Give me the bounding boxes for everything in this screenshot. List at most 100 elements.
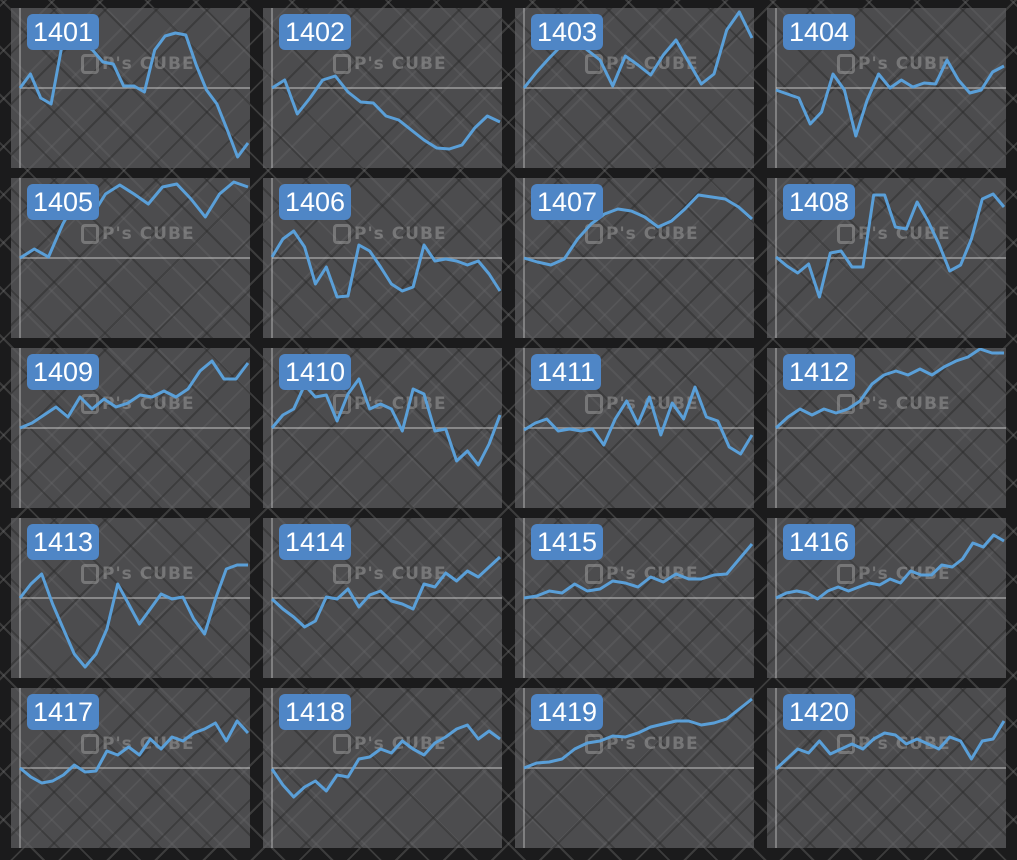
watermark-text: P's CUBE [102, 54, 195, 74]
machine-number-badge[interactable]: 1416 [783, 524, 856, 560]
line-chart [18, 518, 250, 678]
cube-logo-icon [333, 224, 351, 244]
line-chart [271, 8, 502, 168]
line-chart [270, 688, 502, 848]
machine-number-badge[interactable]: 1413 [27, 524, 100, 560]
machine-chart-1420[interactable]: P's CUBE 1420 [767, 688, 1006, 848]
watermark-logo: P's CUBE [585, 224, 699, 244]
watermark-text: P's CUBE [102, 224, 195, 244]
watermark-text: P's CUBE [354, 224, 447, 244]
cube-logo-icon [81, 224, 99, 244]
watermark-logo: P's CUBE [837, 224, 951, 244]
watermark-text: P's CUBE [858, 564, 951, 584]
machine-number-badge[interactable]: 1411 [531, 354, 602, 390]
watermark-text: P's CUBE [354, 54, 447, 74]
watermark-logo: P's CUBE [585, 564, 699, 584]
line-chart [19, 688, 250, 848]
watermark-text: P's CUBE [354, 394, 447, 414]
machine-number-badge[interactable]: 1405 [27, 184, 100, 220]
machine-chart-1409[interactable]: P's CUBE 1409 [11, 348, 250, 508]
machine-number-badge[interactable]: 1414 [279, 524, 352, 560]
line-chart [523, 688, 754, 848]
machine-number-badge[interactable]: 1415 [531, 524, 604, 560]
watermark-logo: P's CUBE [333, 564, 447, 584]
machine-number-badge[interactable]: 1418 [279, 694, 352, 730]
machine-chart-1403[interactable]: P's CUBE 1403 [515, 8, 754, 168]
watermark-logo: P's CUBE [81, 54, 195, 74]
series-line-1420 [774, 720, 1006, 771]
watermark-logo: P's CUBE [81, 224, 195, 244]
machine-number-badge[interactable]: 1401 [27, 14, 100, 50]
series-line-1411 [523, 385, 754, 456]
line-chart [19, 348, 250, 508]
line-chart [523, 518, 754, 678]
line-chart [270, 348, 502, 508]
watermark-text: P's CUBE [606, 224, 699, 244]
machine-number-badge[interactable]: 1420 [783, 694, 856, 730]
machine-chart-1411[interactable]: P's CUBE 1411 [515, 348, 754, 508]
series-line-1406 [270, 229, 502, 299]
machine-chart-1413[interactable]: P's CUBE 1413 [11, 518, 250, 678]
cube-logo-icon [333, 734, 351, 754]
machine-number-badge[interactable]: 1412 [783, 354, 856, 390]
series-line-1417 [19, 719, 250, 785]
machine-number-badge[interactable]: 1406 [279, 184, 352, 220]
machine-chart-1419[interactable]: P's CUBE 1419 [515, 688, 754, 848]
machine-chart-1415[interactable]: P's CUBE 1415 [515, 518, 754, 678]
watermark-text: P's CUBE [858, 394, 951, 414]
watermark-text: P's CUBE [858, 224, 951, 244]
line-chart [775, 518, 1006, 678]
cube-logo-icon [333, 564, 351, 584]
watermark-text: P's CUBE [354, 564, 447, 584]
watermark-text: P's CUBE [102, 394, 195, 414]
cube-logo-icon [81, 54, 99, 74]
machine-number-badge[interactable]: 1408 [783, 184, 856, 220]
machine-number-badge[interactable]: 1419 [531, 694, 604, 730]
machine-chart-1418[interactable]: P's CUBE 1418 [263, 688, 502, 848]
cube-logo-icon [333, 54, 351, 74]
watermark-text: P's CUBE [858, 54, 951, 74]
line-chart [19, 178, 250, 338]
watermark-text: P's CUBE [102, 564, 195, 584]
watermark-logo: P's CUBE [81, 564, 195, 584]
line-chart [18, 8, 250, 168]
machine-chart-1405[interactable]: P's CUBE 1405 [11, 178, 250, 338]
line-chart [270, 518, 502, 678]
cube-logo-icon [837, 564, 855, 584]
machine-chart-1402[interactable]: P's CUBE 1402 [263, 8, 502, 168]
machine-chart-1407[interactable]: P's CUBE 1407 [515, 178, 754, 338]
line-chart [775, 8, 1006, 168]
line-chart [774, 688, 1006, 848]
machine-chart-1412[interactable]: P's CUBE 1412 [767, 348, 1006, 508]
cube-logo-icon [81, 564, 99, 584]
machine-number-badge[interactable]: 1410 [279, 354, 352, 390]
line-chart [774, 348, 1006, 508]
watermark-logo: P's CUBE [333, 54, 447, 74]
machine-number-badge[interactable]: 1417 [27, 694, 100, 730]
series-line-1402 [271, 74, 501, 151]
watermark-logo: P's CUBE [837, 54, 951, 74]
machine-number-badge[interactable]: 1407 [531, 184, 604, 220]
line-chart [523, 348, 754, 508]
machine-number-badge[interactable]: 1409 [27, 354, 100, 390]
machine-chart-1401[interactable]: P's CUBE 1401 [11, 8, 250, 168]
machine-number-badge[interactable]: 1403 [531, 14, 604, 50]
watermark-text: P's CUBE [606, 564, 699, 584]
series-line-1404 [775, 58, 1005, 138]
series-line-1418 [270, 723, 501, 799]
machine-chart-1404[interactable]: P's CUBE 1404 [767, 8, 1006, 168]
machine-number-badge[interactable]: 1404 [783, 14, 856, 50]
line-chart [775, 178, 1006, 338]
machine-chart-1406[interactable]: P's CUBE 1406 [263, 178, 502, 338]
watermark-text: P's CUBE [858, 734, 951, 754]
machine-chart-1410[interactable]: P's CUBE 1410 [263, 348, 502, 508]
line-chart [270, 178, 502, 338]
series-line-1408 [775, 192, 1006, 299]
machine-chart-1416[interactable]: P's CUBE 1416 [767, 518, 1006, 678]
machine-chart-1414[interactable]: P's CUBE 1414 [263, 518, 502, 678]
machine-number-badge[interactable]: 1402 [279, 14, 352, 50]
machine-chart-1417[interactable]: P's CUBE 1417 [11, 688, 250, 848]
series-line-1407 [523, 193, 754, 267]
machine-chart-1408[interactable]: P's CUBE 1408 [767, 178, 1006, 338]
series-line-1414 [270, 555, 502, 629]
